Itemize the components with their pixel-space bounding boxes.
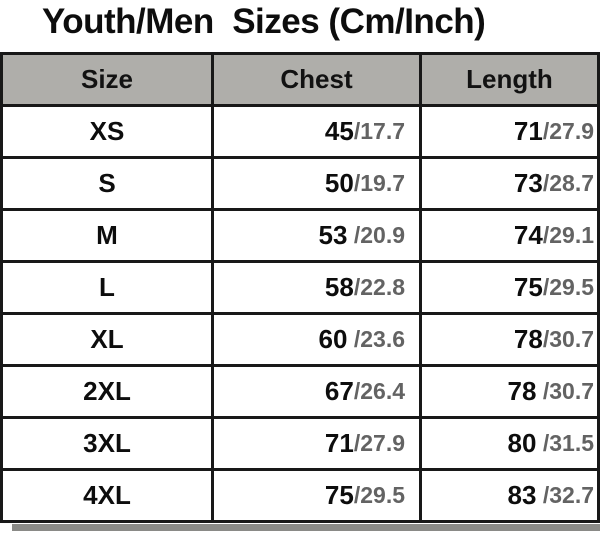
size-label: 2XL [83,376,131,406]
length-value: 78/30.7 [422,315,597,364]
length-inch: /28.7 [542,170,594,196]
table-row: XS 45/17.7 71/27.9 [3,107,597,159]
size-value: XS [3,107,214,156]
length-cm: 74 [513,220,543,250]
length-cm: 83 [507,480,537,510]
chest-value: 45/17.7 [214,107,422,156]
length-cm: 78 [513,324,543,354]
size-label: 3XL [83,428,131,458]
size-label: L [99,272,115,302]
size-value: 4XL [3,471,214,520]
chest-cm: 58 [324,272,354,302]
table-header-row: Size Chest Length [3,55,597,107]
size-table: Size Chest Length XS 45/17.7 71/27.9 S 5… [0,52,600,523]
size-label: M [96,220,118,250]
chest-cm: 50 [324,168,354,198]
length-cm: 71 [513,116,543,146]
chest-value: 67/26.4 [214,367,422,416]
table-row: 2XL 67/26.4 78 /30.7 [3,367,597,419]
page-title: Youth/Men Sizes (Cm/Inch) [42,2,486,41]
chest-inch: /17.7 [353,118,405,144]
chest-value: 60 /23.6 [214,315,422,364]
chest-value: 75/29.5 [214,471,422,520]
size-label: XL [90,324,124,354]
table-row: M 53 /20.9 74/29.1 [3,211,597,263]
length-inch: /30.7 [536,378,594,404]
table-row: XL 60 /23.6 78/30.7 [3,315,597,367]
length-cm: 73 [513,168,543,198]
chest-inch: /19.7 [353,170,405,196]
length-inch: /31.5 [536,430,594,456]
chest-cm: 75 [324,480,354,510]
chest-value: 58/22.8 [214,263,422,312]
size-value: S [3,159,214,208]
length-inch: /29.5 [542,274,594,300]
chest-value: 71/27.9 [214,419,422,468]
column-header-length: Length [466,64,553,94]
size-value: M [3,211,214,260]
chest-inch: /27.9 [353,430,405,456]
table-drop-shadow [12,524,600,531]
length-value: 73/28.7 [422,159,597,208]
length-cm: 78 [507,376,537,406]
length-cm: 75 [513,272,543,302]
length-value: 83 /32.7 [422,471,597,520]
length-inch: /27.9 [542,118,594,144]
chest-inch: /26.4 [353,378,405,404]
table-row: 4XL 75/29.5 83 /32.7 [3,471,597,520]
length-value: 75/29.5 [422,263,597,312]
size-label: XS [89,116,125,146]
table-row: S 50/19.7 73/28.7 [3,159,597,211]
table-row: L 58/22.8 75/29.5 [3,263,597,315]
column-header-chest: Chest [214,55,422,104]
length-value: 78 /30.7 [422,367,597,416]
length-value: 74/29.1 [422,211,597,260]
size-value: XL [3,315,214,364]
chest-cm: 71 [324,428,354,458]
size-label: 4XL [83,480,131,510]
chest-value: 50/19.7 [214,159,422,208]
length-cm: 80 [507,428,537,458]
chest-cm: 45 [324,116,354,146]
length-value: 71/27.9 [422,107,597,156]
size-value: 3XL [3,419,214,468]
chest-cm: 67 [324,376,354,406]
chest-inch: /20.9 [347,222,405,248]
chest-inch: /29.5 [353,482,405,508]
size-value: 2XL [3,367,214,416]
length-inch: /32.7 [536,482,594,508]
size-label: S [98,168,116,198]
chest-cm: 53 [318,220,348,250]
length-value: 80 /31.5 [422,419,597,468]
chest-inch: /22.8 [353,274,405,300]
length-inch: /29.1 [542,222,594,248]
column-header-size: Size [3,55,214,104]
length-inch: /30.7 [542,326,594,352]
chest-cm: 60 [318,324,348,354]
size-value: L [3,263,214,312]
table-row: 3XL 71/27.9 80 /31.5 [3,419,597,471]
chest-inch: /23.6 [347,326,405,352]
chest-value: 53 /20.9 [214,211,422,260]
